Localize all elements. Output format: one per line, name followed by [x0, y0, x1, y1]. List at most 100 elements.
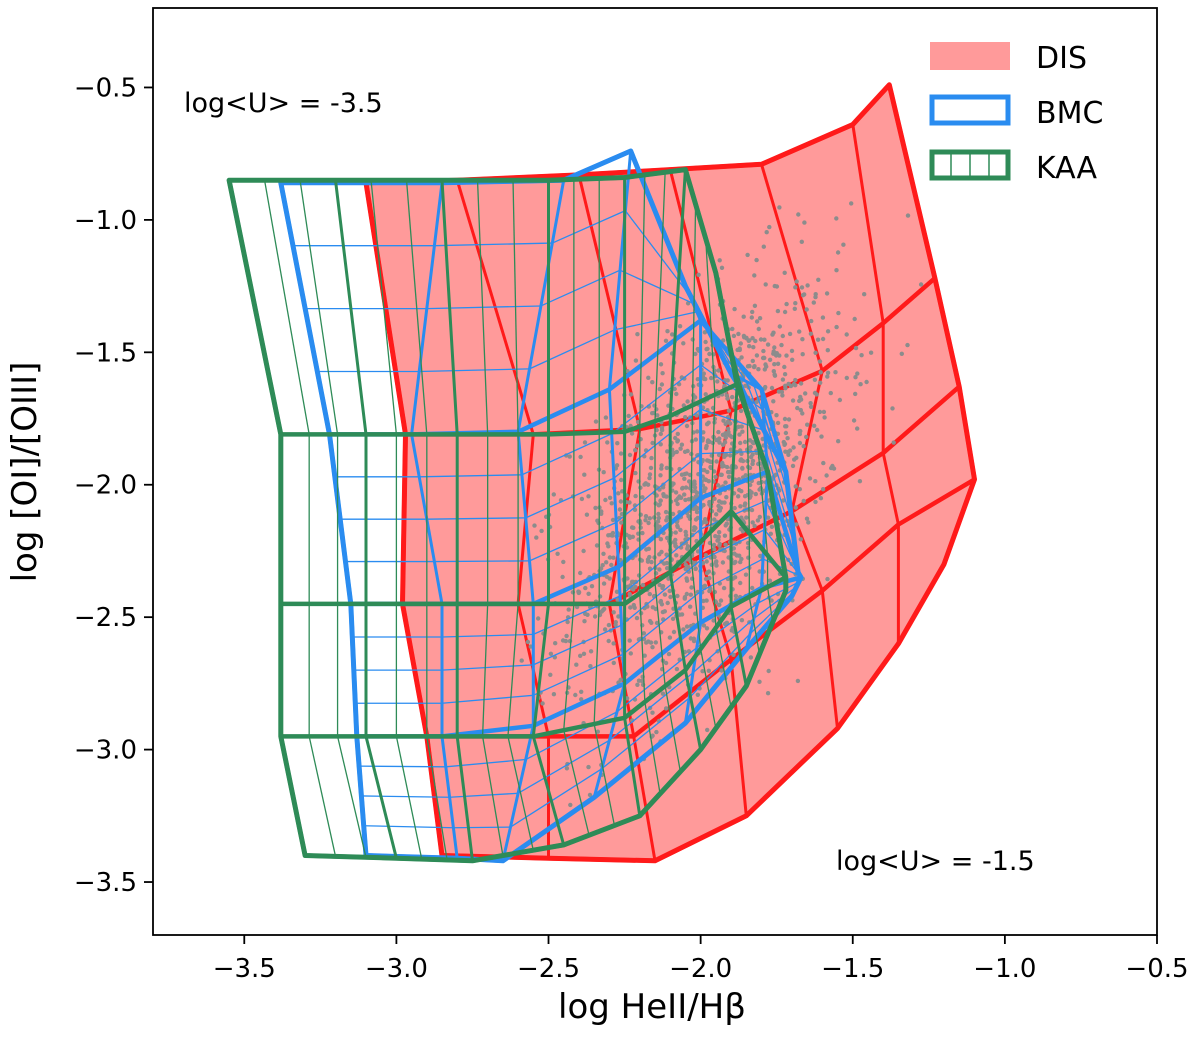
scatter-point	[738, 559, 743, 565]
scatter-point	[805, 422, 810, 427]
scatter-point	[824, 291, 830, 296]
scatter-point	[853, 391, 858, 397]
x-tick-label: −2.0	[669, 954, 732, 984]
scatter-point	[578, 454, 583, 460]
bmc-hatch	[419, 368, 530, 373]
scatter-point	[667, 588, 672, 594]
scatter-point	[795, 405, 800, 411]
scatter-point	[732, 505, 737, 511]
scatter-point	[739, 424, 744, 429]
scatter-point	[695, 377, 700, 382]
scatter-point	[783, 386, 788, 391]
scatter-point	[618, 677, 623, 682]
kaa-hatch	[563, 730, 590, 836]
scatter-point	[692, 485, 698, 490]
scatter-point	[733, 593, 739, 599]
scatter-point	[750, 336, 755, 341]
scatter-point	[798, 537, 803, 542]
scatter-point	[750, 520, 755, 525]
scatter-point	[813, 294, 818, 300]
scatter-point	[648, 465, 654, 471]
scatter-point	[675, 501, 680, 507]
scatter-point	[602, 627, 608, 632]
scatter-point	[684, 591, 689, 597]
scatter-point	[752, 273, 757, 278]
scatter-point	[864, 379, 869, 385]
scatter-point	[560, 574, 565, 580]
scatter-point	[701, 430, 706, 435]
bmc-hatch	[525, 711, 618, 761]
scatter-point	[592, 614, 598, 619]
scatter-point	[790, 357, 795, 362]
scatter-point	[824, 473, 829, 478]
scatter-point	[798, 381, 804, 386]
scatter-point	[800, 337, 805, 342]
kaa-hatch	[710, 394, 716, 532]
scatter-point	[660, 585, 665, 591]
scatter-point	[649, 559, 654, 565]
scatter-point	[657, 567, 662, 572]
bmc-hatch	[601, 697, 690, 770]
bmc-hatch	[619, 528, 702, 597]
scatter-point	[685, 544, 691, 549]
y-tick-label: −2.0	[74, 471, 137, 501]
scatter-point	[673, 435, 678, 441]
scatter-point	[721, 585, 727, 591]
scatter-point	[750, 452, 755, 457]
scatter-point	[806, 520, 811, 525]
scatter-point	[678, 527, 683, 533]
kaa-hatch	[481, 603, 489, 737]
legend-label-dis: DIS	[1036, 41, 1087, 76]
scatter-point	[724, 464, 730, 470]
scatter-point	[607, 495, 613, 500]
scatter-point	[656, 515, 661, 521]
scatter-point	[606, 638, 611, 644]
scatter-point	[555, 551, 560, 556]
x-tick-label: −3.0	[365, 954, 428, 984]
scatter-point	[706, 668, 711, 673]
scatter-point	[713, 534, 718, 539]
scatter-point	[715, 538, 720, 543]
scatter-point	[586, 494, 591, 499]
scatter-point	[657, 552, 662, 557]
annotation-bottom-right: log<U> = -1.5	[836, 846, 1035, 877]
scatter-point	[761, 244, 766, 249]
scatter-point	[780, 377, 786, 382]
scatter-point	[658, 431, 663, 437]
scatter-point	[646, 375, 651, 380]
scatter-point	[608, 532, 613, 538]
scatter-point	[682, 476, 687, 481]
scatter-point	[705, 727, 710, 733]
scatter-point	[603, 415, 609, 420]
scatter-point	[719, 265, 725, 270]
scatter-point	[722, 621, 728, 627]
scatter-point	[610, 517, 616, 523]
y-tick-label: −1.0	[74, 206, 137, 236]
scatter-point	[747, 363, 752, 369]
scatter-point	[715, 483, 721, 488]
scatter-point	[645, 557, 651, 562]
scatter-point	[706, 479, 711, 484]
scatter-point	[675, 496, 681, 501]
scatter-point	[616, 491, 621, 496]
scatter-point	[658, 498, 663, 503]
scatter-point	[757, 487, 762, 492]
kaa-hatch	[507, 603, 519, 737]
bmc-hatch	[753, 586, 797, 620]
scatter-point	[574, 662, 579, 667]
scatter-point	[783, 449, 788, 454]
scatter-point	[705, 458, 710, 463]
scatter-point	[712, 547, 717, 552]
scatter-point	[588, 664, 593, 669]
scatter-point	[618, 499, 624, 504]
scatter-point	[801, 444, 806, 449]
scatter-point	[758, 337, 764, 342]
scatter-point	[736, 494, 741, 499]
x-tick-label: −1.0	[973, 954, 1036, 984]
scatter-point	[664, 494, 669, 499]
series-bmc	[278, 148, 804, 864]
scatter-point	[688, 636, 693, 641]
scatter-point	[737, 432, 742, 437]
scatter-point	[825, 576, 830, 582]
kaa-hatch	[756, 442, 769, 556]
